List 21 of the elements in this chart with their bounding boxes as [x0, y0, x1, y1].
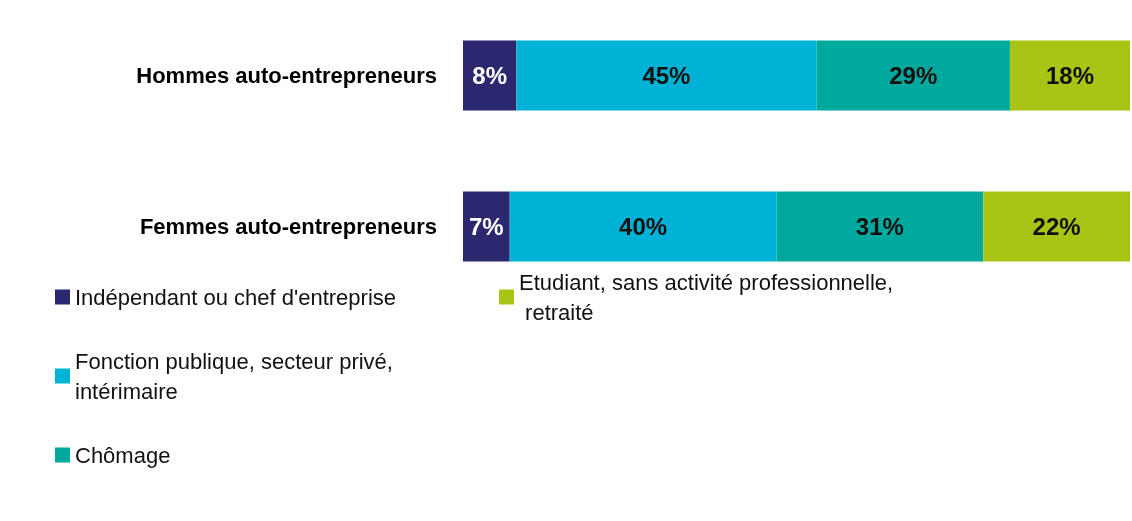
bar [983, 191, 1130, 262]
legend-label: Chômage [75, 442, 171, 468]
bar [463, 191, 510, 262]
legend-label: Fonction publique, secteur privé, intérimaire [75, 348, 400, 404]
data-label: 22% [1032, 213, 1081, 240]
data-label: 45% [642, 62, 691, 89]
bar [816, 40, 1010, 111]
bar [776, 191, 984, 262]
data-label: 7% [469, 213, 504, 240]
y-tick-label: Femmes auto-entrepreneurs [139, 214, 437, 239]
data-label: 31% [855, 213, 904, 240]
data-label: 40% [619, 213, 668, 240]
bar [1009, 40, 1130, 111]
data-label: 29% [889, 62, 938, 89]
legend-label: Etudiant, sans activité professionnelle, retraité [519, 269, 894, 325]
data-label: 8% [472, 62, 508, 89]
bar [516, 40, 817, 111]
y-tick-label: Hommes auto-entrepreneurs [136, 63, 437, 88]
bar [509, 191, 777, 262]
legend-label: Indépendant ou chef d'entreprise [75, 284, 396, 310]
data-label: 18% [1045, 62, 1094, 89]
